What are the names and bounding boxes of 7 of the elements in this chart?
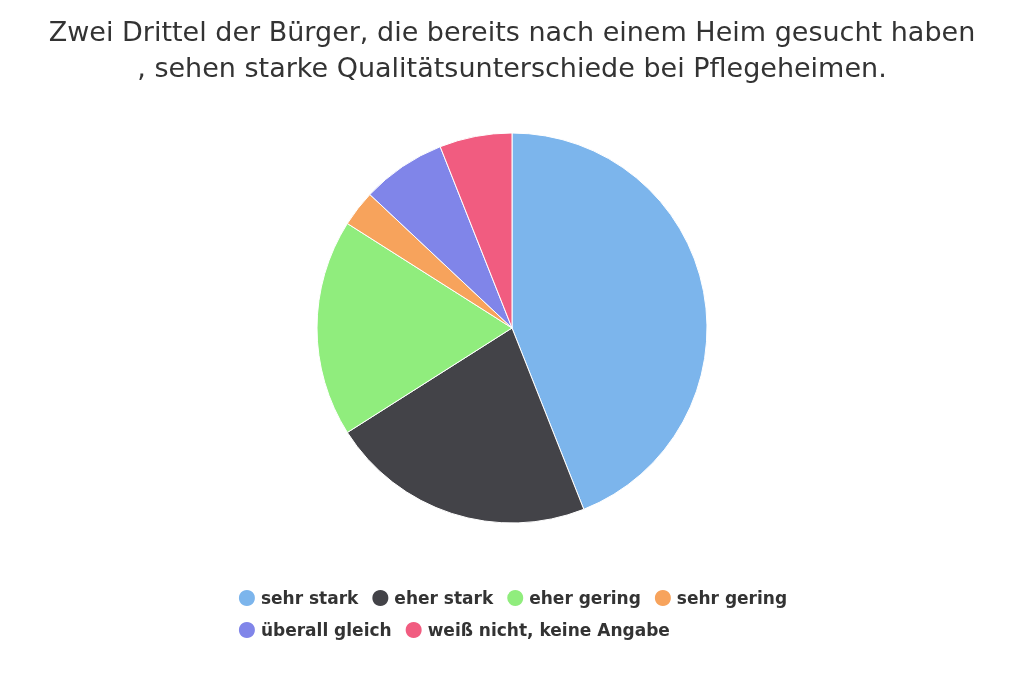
legend-label: eher stark bbox=[394, 588, 494, 608]
legend-label: sehr stark bbox=[260, 588, 360, 608]
legend-label: überall gleich bbox=[260, 620, 392, 640]
legend-label: sehr gering bbox=[676, 588, 788, 608]
legend-label: eher gering bbox=[529, 588, 641, 608]
chart-title: Zwei Drittel der Bürger, die bereits nach einem Heim gesucht haben, sehen starke Qualitätsunterschiede bei Pflegeheimen. bbox=[48, 15, 976, 83]
legend-label: weiß nicht, keine Angabe bbox=[427, 620, 670, 640]
